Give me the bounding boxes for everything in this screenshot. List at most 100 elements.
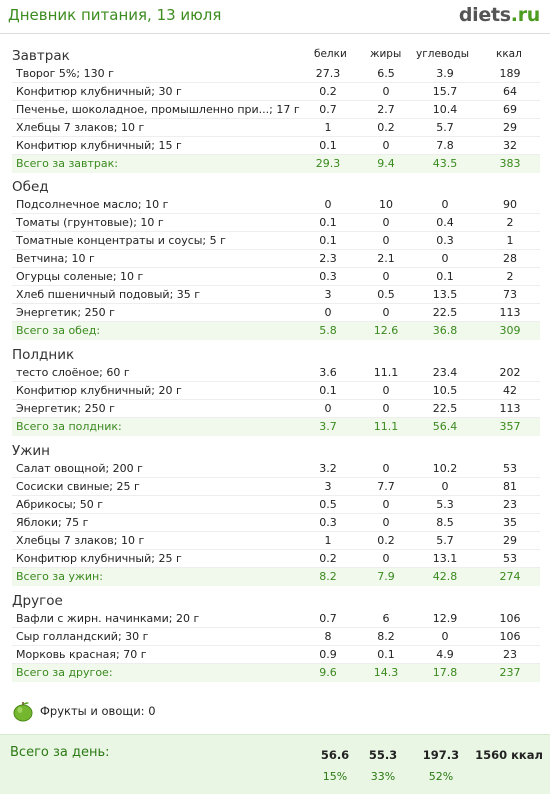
fat-value: 11.1 [373,420,399,433]
carbs-value: 22.5 [432,402,458,415]
protein-value: 0.2 [319,552,337,565]
food-row[interactable]: Конфитюр клубничный; 20 г 0.1 0 10.5 42 [12,382,540,400]
column-header-fat: жиры [370,48,402,60]
fat-value: 6.5 [377,67,395,80]
protein-value: 3.2 [319,462,337,475]
logo-main-text: diets [458,4,511,26]
carbs-value: 12.9 [432,612,458,625]
meal-total-row: Всего за полдник: 3.7 11.1 56.4 357 [12,418,540,436]
carbs-value: 36.8 [432,324,458,337]
food-row[interactable]: Яблоки; 75 г 0.3 0 8.5 35 [12,514,540,532]
fat-value: 7.9 [377,570,395,583]
meal-total-label: Всего за полдник: [16,420,122,433]
food-row[interactable]: Творог 5%; 130 г 27.3 6.5 3.9 189 [12,65,540,83]
kcal-value: 106 [499,630,521,643]
food-row[interactable]: Вафли с жирн. начинками; 20 г 0.7 6 12.9 106 [12,610,540,628]
carbs-value: 10.5 [432,384,458,397]
fat-value: 8.2 [377,630,395,643]
fat-value: 11.1 [373,366,399,379]
protein-value: 3 [324,480,332,493]
carbs-value: 13.5 [432,288,458,301]
kcal-value: 189 [499,67,521,80]
meal-total-row: Всего за завтрак: 29.3 9.4 43.5 383 [12,155,540,173]
carbs-value: 17.8 [432,666,458,679]
food-row[interactable]: Конфитюр клубничный; 15 г 0.1 0 7.8 32 [12,137,540,155]
food-row[interactable]: Энергетик; 250 г 0 0 22.5 113 [12,304,540,322]
food-row[interactable]: Конфитюр клубничный; 30 г 0.2 0 15.7 64 [12,83,540,101]
food-name: Хлебцы 7 злаков; 10 г [16,121,145,134]
food-row[interactable]: Абрикосы; 50 г 0.5 0 5.3 23 [12,496,540,514]
food-name: Подсолнечное масло; 10 г [16,198,169,211]
carbs-value: 10.2 [432,462,458,475]
carbs-value: 15.7 [432,85,458,98]
protein-value: 0.2 [319,85,337,98]
food-row[interactable]: Салат овощной; 200 г 3.2 0 10.2 53 [12,460,540,478]
day-total-carbs-percent: 52% [428,770,454,783]
fat-value: 0.2 [377,534,395,547]
food-row[interactable]: Хлебцы 7 злаков; 10 г 1 0.2 5.7 29 [12,532,540,550]
food-row[interactable]: Сыр голландский; 30 г 8 8.2 0 106 [12,628,540,646]
protein-value: 3.6 [319,366,337,379]
food-name: Сыр голландский; 30 г [16,630,149,643]
protein-value: 0.3 [319,270,337,283]
carbs-value: 42.8 [432,570,458,583]
meal-section: Другое Вафли с жирн. начинками; 20 г 0.7 6 1… [12,592,540,682]
food-row[interactable]: Сосиски свиные; 25 г 3 7.7 0 81 [12,478,540,496]
kcal-value: 73 [503,288,517,301]
food-name: Ветчина; 10 г [16,252,95,265]
carbs-value: 4.9 [436,648,454,661]
carbs-value: 10.4 [432,103,458,116]
day-total-fat: 55.3 [368,748,398,762]
kcal-value: 383 [499,157,521,170]
carbs-value: 0 [441,630,449,643]
carbs-value: 0.3 [436,234,454,247]
meal-title: Полдник [12,347,75,363]
fat-value: 0 [382,384,390,397]
header-divider [0,33,550,34]
fat-value: 9.4 [377,157,395,170]
carbs-value: 0 [441,480,449,493]
food-row[interactable]: Томаты (грунтовые); 10 г 0.1 0 0.4 2 [12,214,540,232]
fat-value: 0 [382,498,390,511]
day-total-kcal: 1560 ккал [475,748,543,762]
food-row[interactable]: Хлеб пшеничный подовый; 35 г 3 0.5 13.5 73 [12,286,540,304]
kcal-value: 64 [503,85,517,98]
food-row[interactable]: Энергетик; 250 г 0 0 22.5 113 [12,400,540,418]
food-row[interactable]: Огурцы соленые; 10 г 0.3 0 0.1 2 [12,268,540,286]
food-name: Абрикосы; 50 г [16,498,104,511]
protein-value: 0 [324,198,332,211]
kcal-value: 81 [503,480,517,493]
food-row[interactable]: Ветчина; 10 г 2.3 2.1 0 28 [12,250,540,268]
fat-value: 0 [382,516,390,529]
meal-title: Другое [12,593,63,609]
food-name: Хлеб пшеничный подовый; 35 г [16,288,201,301]
fat-value: 12.6 [373,324,399,337]
food-name: Хлебцы 7 злаков; 10 г [16,534,145,547]
food-name: тесто слоёное; 60 г [16,366,130,379]
protein-value: 0.1 [319,384,337,397]
protein-value: 2.3 [319,252,337,265]
food-name: Печенье, шоколадное, промышленно при...;… [16,103,300,116]
kcal-value: 53 [503,462,517,475]
food-row[interactable]: Хлебцы 7 злаков; 10 г 1 0.2 5.7 29 [12,119,540,137]
meal-total-row: Всего за другое: 9.6 14.3 17.8 237 [12,664,540,682]
food-row[interactable]: Морковь красная; 70 г 0.9 0.1 4.9 23 [12,646,540,664]
fat-value: 0 [382,402,390,415]
meal-total-label: Всего за ужин: [16,570,103,583]
fat-value: 0 [382,85,390,98]
fat-value: 0 [382,306,390,319]
food-row[interactable]: Печенье, шоколадное, промышленно при...;… [12,101,540,119]
fat-value: 14.3 [373,666,399,679]
food-row[interactable]: Томатные концентраты и соусы; 5 г 0.1 0 0.3… [12,232,540,250]
day-total-carbs: 197.3 [422,748,460,762]
carbs-value: 0.4 [436,216,454,229]
carbs-value: 56.4 [432,420,458,433]
food-row[interactable]: тесто слоёное; 60 г 3.6 11.1 23.4 202 [12,364,540,382]
day-total-protein: 56.6 [320,748,350,762]
site-logo[interactable]: diets.ru [459,4,540,26]
carbs-value: 5.3 [436,498,454,511]
food-row[interactable]: Конфитюр клубничный; 25 г 0.2 0 13.1 53 [12,550,540,568]
food-row[interactable]: Подсолнечное масло; 10 г 0 10 0 90 [12,196,540,214]
protein-value: 0.7 [319,612,337,625]
fat-value: 0 [382,462,390,475]
